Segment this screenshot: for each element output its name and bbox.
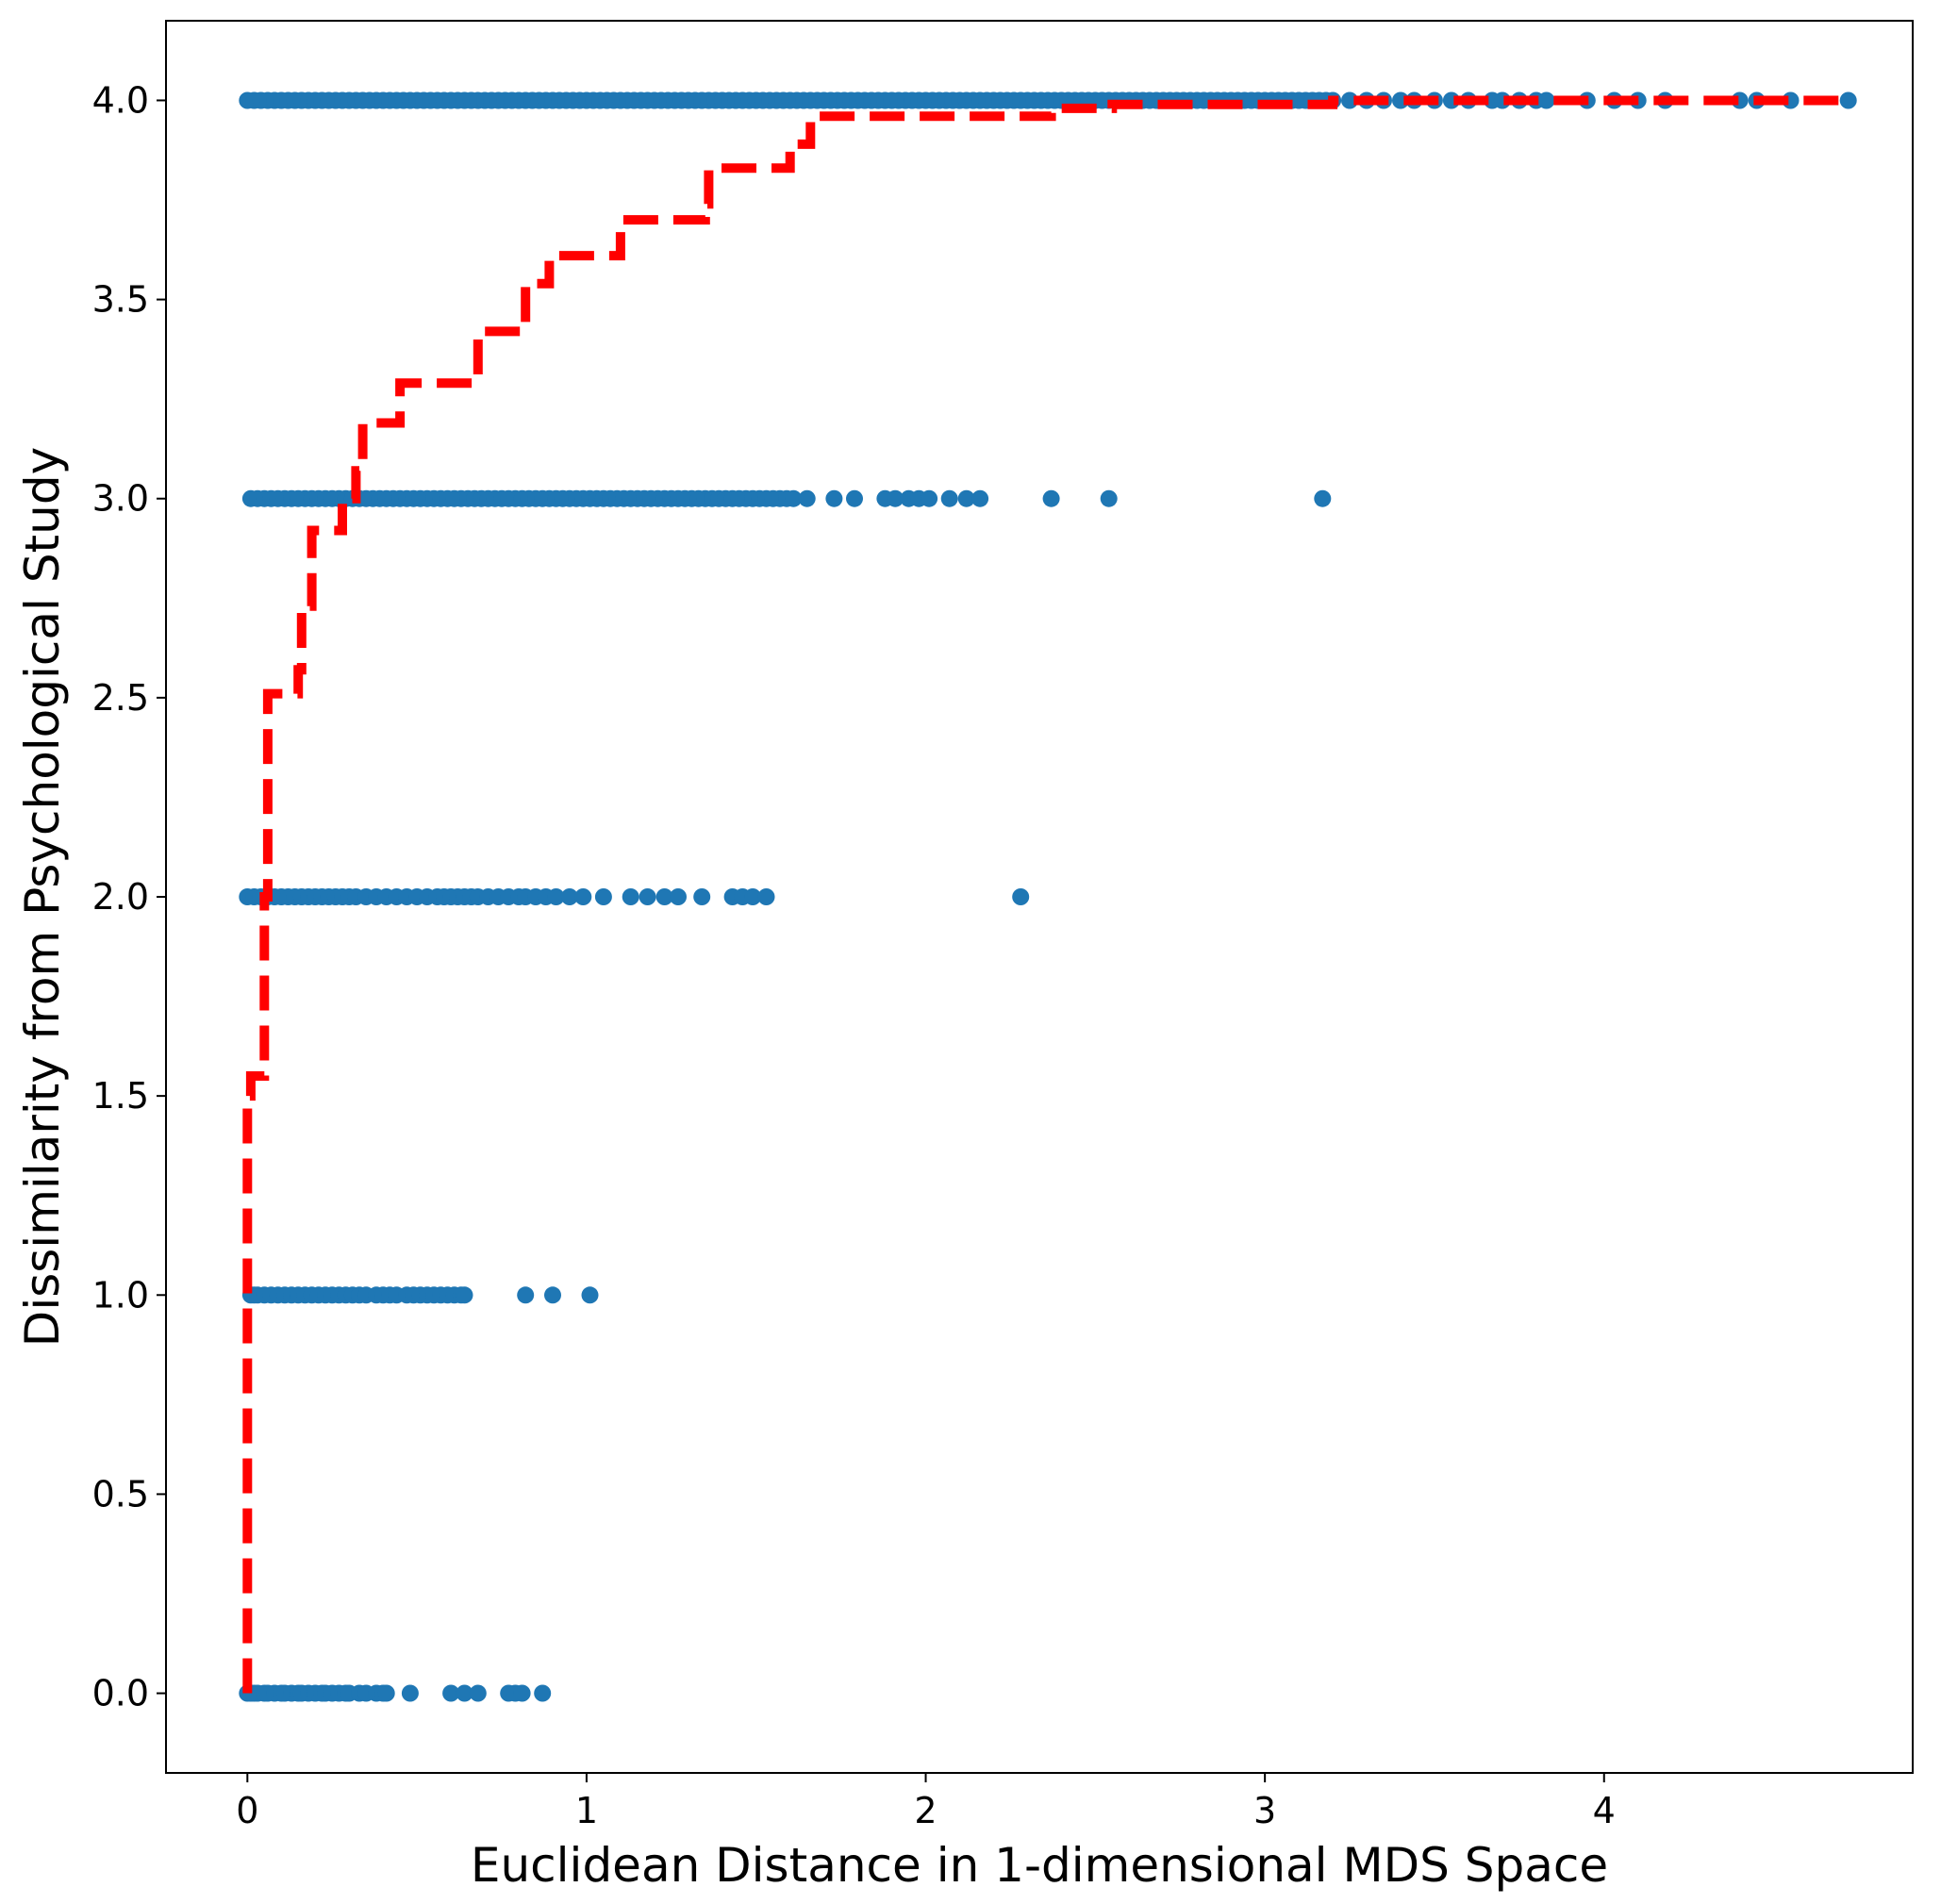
x-tick-label: 2 bbox=[914, 1790, 937, 1831]
data-point bbox=[785, 489, 803, 507]
data-point bbox=[456, 1684, 473, 1702]
data-point bbox=[798, 489, 816, 507]
data-point bbox=[560, 888, 578, 905]
y-tick-label: 1.5 bbox=[92, 1075, 149, 1117]
x-tick-label: 1 bbox=[575, 1790, 598, 1831]
y-tick-label: 3.5 bbox=[92, 279, 149, 321]
y-axis-ticks: 0.0 0.5 1.0 1.5 2.0 2.5 3.0 3.5 4.0 bbox=[92, 79, 166, 1714]
plot-frame bbox=[165, 20, 1914, 1774]
data-point bbox=[846, 489, 863, 507]
data-point bbox=[887, 489, 904, 507]
y-tick-label: 2.5 bbox=[92, 677, 149, 719]
data-point bbox=[670, 888, 687, 905]
y-tick-label: 1.0 bbox=[92, 1274, 149, 1316]
y-tick-label: 4.0 bbox=[92, 79, 149, 121]
data-point bbox=[469, 1684, 487, 1702]
data-point bbox=[971, 489, 989, 507]
data-point bbox=[1839, 91, 1857, 109]
data-point bbox=[693, 888, 711, 905]
data-point bbox=[1100, 489, 1118, 507]
data-point bbox=[594, 888, 612, 905]
data-point bbox=[757, 888, 775, 905]
data-point bbox=[1314, 489, 1332, 507]
x-tick-label: 4 bbox=[1593, 1790, 1616, 1831]
y-tick-label: 3.0 bbox=[92, 478, 149, 520]
data-point bbox=[921, 489, 938, 507]
data-point bbox=[442, 1684, 460, 1702]
fit-step-line bbox=[242, 95, 1849, 1694]
data-point bbox=[534, 1684, 552, 1702]
data-point bbox=[517, 1286, 535, 1304]
y-tick-label: 2.0 bbox=[92, 876, 149, 918]
data-point bbox=[639, 888, 656, 905]
data-point bbox=[1042, 489, 1060, 507]
data-point bbox=[456, 1286, 473, 1304]
data-point bbox=[401, 1684, 419, 1702]
data-point bbox=[655, 888, 673, 905]
data-point bbox=[957, 489, 975, 507]
x-tick-label: 3 bbox=[1253, 1790, 1276, 1831]
plot-marks bbox=[239, 91, 1857, 1702]
data-point bbox=[622, 888, 639, 905]
data-point bbox=[377, 1684, 395, 1702]
data-point bbox=[744, 888, 762, 905]
data-point bbox=[1537, 91, 1555, 109]
y-tick-label: 0.5 bbox=[92, 1473, 149, 1515]
data-point bbox=[940, 489, 958, 507]
data-point bbox=[574, 888, 592, 905]
x-axis-label: Euclidean Distance in 1-dimensional MDS … bbox=[471, 1838, 1608, 1893]
data-point bbox=[544, 1286, 561, 1304]
data-point bbox=[825, 489, 843, 507]
data-point bbox=[581, 1286, 599, 1304]
y-tick-label: 0.0 bbox=[92, 1673, 149, 1714]
data-point bbox=[513, 1684, 531, 1702]
x-axis-ticks: 0 1 2 3 4 bbox=[236, 1773, 1616, 1831]
y-axis-label: Dissimilarity from Psychological Study bbox=[15, 447, 70, 1347]
data-point bbox=[1012, 888, 1030, 905]
x-tick-label: 0 bbox=[236, 1790, 258, 1831]
data-point bbox=[547, 888, 565, 905]
